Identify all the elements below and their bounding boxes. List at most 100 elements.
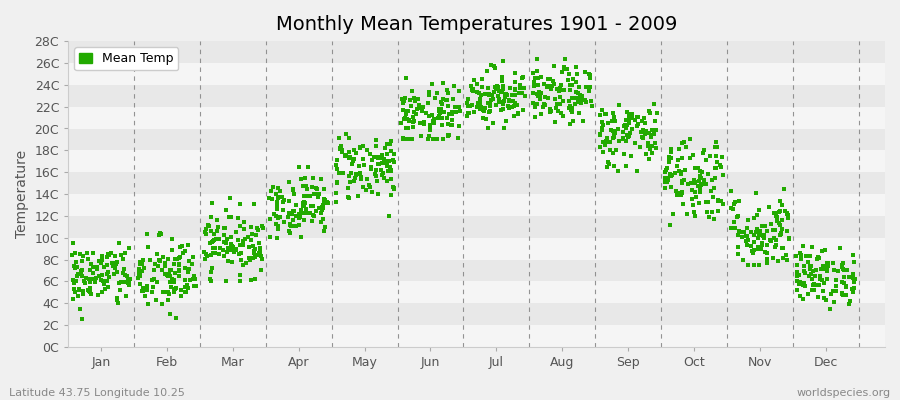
Point xyxy=(344,170,358,176)
Point xyxy=(332,170,347,176)
Point xyxy=(842,301,857,307)
Point xyxy=(382,158,397,164)
Point xyxy=(752,232,767,238)
Point xyxy=(706,185,721,192)
Point xyxy=(223,234,238,240)
Point xyxy=(563,107,578,114)
Point xyxy=(573,92,588,99)
Point xyxy=(178,289,193,296)
Point xyxy=(395,136,410,143)
Point xyxy=(482,84,496,91)
Point xyxy=(315,207,329,214)
Point xyxy=(735,229,750,235)
Point xyxy=(241,254,256,261)
Point xyxy=(496,82,510,89)
Bar xyxy=(68,172,885,194)
Point xyxy=(736,229,751,235)
Point xyxy=(348,175,363,181)
Point xyxy=(410,106,424,112)
Point xyxy=(71,286,86,292)
Point xyxy=(725,206,740,212)
Point xyxy=(609,147,624,153)
Point xyxy=(294,210,309,216)
Title: Monthly Mean Temperatures 1901 - 2009: Monthly Mean Temperatures 1901 - 2009 xyxy=(276,15,678,34)
Point xyxy=(330,180,345,186)
Point xyxy=(76,253,91,260)
Point xyxy=(243,276,257,283)
Point xyxy=(497,125,511,132)
Point xyxy=(507,102,521,109)
Point xyxy=(318,200,332,206)
Point xyxy=(603,127,617,133)
Point xyxy=(743,243,758,250)
Point xyxy=(526,100,541,106)
Point xyxy=(320,199,335,206)
Point xyxy=(593,131,608,138)
Point xyxy=(622,120,636,126)
Point xyxy=(760,256,774,262)
Point xyxy=(624,111,638,118)
Point xyxy=(165,236,179,242)
Point xyxy=(846,252,860,258)
Point xyxy=(594,125,608,132)
Point xyxy=(369,172,383,179)
Point xyxy=(638,120,652,126)
Point xyxy=(231,215,246,222)
Point xyxy=(408,118,422,124)
Point xyxy=(394,120,409,126)
Point xyxy=(402,136,417,143)
Point xyxy=(562,104,576,111)
Bar xyxy=(68,41,885,63)
Point xyxy=(777,186,791,192)
Point xyxy=(809,282,824,288)
Point xyxy=(491,84,506,90)
Point xyxy=(647,118,662,124)
Point xyxy=(252,245,266,252)
Point xyxy=(541,94,555,101)
Point xyxy=(369,154,383,160)
Point xyxy=(688,177,702,183)
Point xyxy=(117,279,131,285)
Point xyxy=(377,156,392,162)
Point xyxy=(715,153,729,160)
Point xyxy=(401,118,416,124)
Point xyxy=(548,119,562,126)
Point xyxy=(562,120,577,127)
Point xyxy=(311,204,326,211)
Point xyxy=(572,96,587,102)
Point xyxy=(693,168,707,174)
Point xyxy=(198,256,212,262)
Point xyxy=(448,104,463,110)
Point xyxy=(812,255,826,262)
Point xyxy=(102,273,116,280)
Point xyxy=(797,282,812,289)
Point xyxy=(703,152,717,159)
Point xyxy=(484,92,499,98)
Point xyxy=(449,109,464,115)
Point xyxy=(131,268,146,274)
Point xyxy=(306,203,320,209)
Point xyxy=(179,289,194,295)
Point xyxy=(233,271,248,278)
Point xyxy=(840,267,854,273)
Point xyxy=(245,230,259,237)
Point xyxy=(435,106,449,113)
Point xyxy=(623,130,637,137)
Point xyxy=(242,256,256,263)
Point xyxy=(136,257,150,263)
Point xyxy=(220,206,234,213)
Point xyxy=(697,177,711,183)
Point xyxy=(197,249,211,255)
Point xyxy=(206,238,220,244)
Point xyxy=(250,252,265,258)
Point xyxy=(382,213,397,219)
Point xyxy=(303,193,318,199)
Point xyxy=(774,230,788,237)
Point xyxy=(770,258,785,264)
Point xyxy=(758,249,772,255)
Point xyxy=(267,210,282,217)
Point xyxy=(766,254,780,261)
Point xyxy=(161,297,176,303)
Point xyxy=(95,253,110,259)
Point xyxy=(773,198,788,205)
